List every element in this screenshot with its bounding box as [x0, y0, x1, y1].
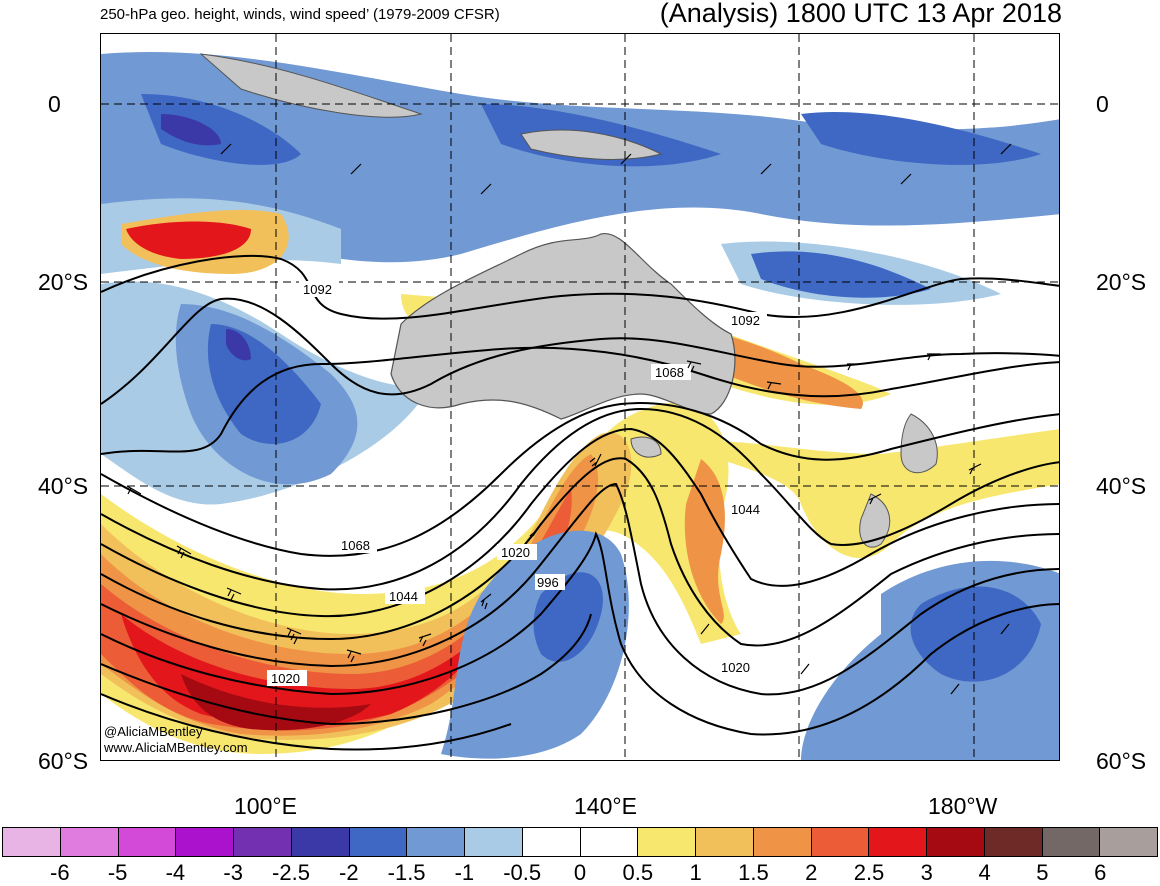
color-bar-tick-label: 1.5: [738, 860, 769, 885]
lat-label-left: 40°S: [38, 473, 89, 499]
color-swatch: [580, 828, 639, 856]
color-bar-tick-label: -1: [454, 860, 475, 885]
color-bar-tick-label: -6: [50, 860, 70, 885]
graticule: [101, 34, 1059, 760]
contour-label: 1068: [341, 538, 370, 553]
lon-label: 100°E: [234, 793, 297, 819]
lat-label-left: 0: [48, 91, 61, 117]
color-swatch: [1042, 828, 1101, 856]
color-bar-tick-label: 0.5: [622, 860, 654, 885]
wind-barbs: [126, 143, 1012, 695]
contour-label: 1020: [721, 660, 750, 675]
color-bar-tick-label: 2: [805, 860, 818, 885]
color-bar-tick-label: -2: [339, 860, 359, 885]
color-swatch: [118, 828, 177, 856]
map-subtitle: 250-hPa geo. height, winds, wind speed’ …: [100, 6, 500, 23]
contour-label: 1092: [731, 313, 760, 328]
color-swatch: [465, 828, 523, 856]
lat-label-right: 40°S: [1096, 473, 1147, 499]
lon-label: 180°W: [928, 793, 998, 819]
color-bar-tick-label: -1.5: [387, 860, 426, 885]
color-bar-tick-label: -4: [165, 860, 186, 885]
color-bar-tick-label: 4: [978, 860, 991, 885]
color-swatch: [349, 828, 408, 856]
color-swatch: [234, 828, 292, 856]
contour-label: 1044: [389, 589, 418, 604]
contour-label: 1020: [501, 545, 530, 560]
color-swatch: [60, 828, 119, 856]
color-swatch: [753, 828, 812, 856]
color-bar-tick-label: -3: [223, 860, 243, 885]
color-swatch: [869, 828, 927, 856]
credit-handle: @AliciaMBentley: [104, 724, 203, 739]
map-panel: 1092 1092 1068 1068 1044 1044 1020 1020 …: [100, 33, 1060, 761]
color-swatch: [1100, 828, 1157, 856]
color-bar-tick-label: 1: [689, 860, 702, 885]
color-bar-tick-label: 5: [1036, 860, 1049, 885]
credit-site: www.AliciaMBentley.com: [104, 740, 248, 755]
color-bar-tick-label: 3: [920, 860, 933, 885]
map-title: (Analysis) 1800 UTC 13 Apr 2018: [659, 0, 1062, 28]
color-bar: [2, 827, 1158, 857]
contour-label: 1092: [303, 282, 332, 297]
color-swatch: [811, 828, 870, 856]
lat-label-right: 20°S: [1096, 269, 1147, 295]
color-bar-tick-label: -0.5: [503, 860, 542, 885]
map-canvas: 1092 1092 1068 1068 1044 1044 1020 1020 …: [101, 34, 1059, 760]
contour-label: 1044: [731, 502, 760, 517]
lat-label-left: 60°S: [38, 748, 89, 774]
lat-label-right: 0: [1096, 91, 1109, 117]
contour-label-group: 1092 1092 1068 1068 1044 1044 1020 1020 …: [267, 281, 767, 686]
land: [199, 53, 938, 548]
color-swatch: [407, 828, 465, 856]
color-swatch: [3, 828, 61, 856]
height-contours: [101, 254, 1059, 751]
lat-label-left: 20°S: [38, 269, 89, 295]
color-swatch: [927, 828, 985, 856]
contour-label: 996: [537, 575, 559, 590]
lon-label: 140°E: [574, 793, 637, 819]
color-swatch: [638, 828, 696, 856]
color-swatch: [696, 828, 754, 856]
color-swatch: [291, 828, 350, 856]
color-swatch: [984, 828, 1043, 856]
lat-label-right: 60°S: [1096, 748, 1147, 774]
contour-label: 1068: [655, 365, 684, 380]
color-bar-tick-label: -2.5: [272, 860, 310, 885]
color-bar-tick-label: 2.5: [853, 860, 885, 885]
color-swatch: [522, 828, 581, 856]
color-bar-tick-label: 6: [1094, 860, 1107, 885]
color-bar-tick-label: -5: [107, 860, 128, 885]
color-bar-tick-label: 0: [573, 860, 587, 885]
color-swatch: [176, 828, 234, 856]
contour-label: 1020: [271, 671, 300, 686]
